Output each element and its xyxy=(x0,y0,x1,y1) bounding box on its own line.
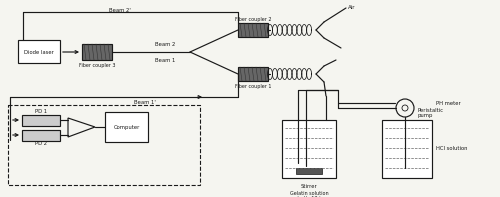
Text: Air: Air xyxy=(348,5,356,9)
Text: Stirrer: Stirrer xyxy=(300,183,318,189)
Bar xyxy=(22,129,60,140)
Bar xyxy=(238,23,268,37)
Text: Gelatin solution
( pH=12 ): Gelatin solution ( pH=12 ) xyxy=(290,191,329,197)
Text: Diode laser: Diode laser xyxy=(24,49,54,55)
Text: PH meter: PH meter xyxy=(436,100,461,106)
Text: Computer: Computer xyxy=(114,125,140,129)
Bar xyxy=(82,44,112,60)
Text: PD 2: PD 2 xyxy=(35,141,47,146)
Bar xyxy=(18,40,60,63)
Text: Beam 2: Beam 2 xyxy=(155,42,175,46)
Bar xyxy=(238,67,268,81)
Bar xyxy=(8,105,200,185)
Text: PD 1: PD 1 xyxy=(35,109,47,114)
Bar xyxy=(105,112,148,142)
Text: Beam 2': Beam 2' xyxy=(109,7,131,12)
Bar xyxy=(296,168,322,174)
Text: Beam 1': Beam 1' xyxy=(134,99,156,104)
Text: Fiber coupler 1: Fiber coupler 1 xyxy=(235,84,271,88)
Bar xyxy=(22,114,60,125)
Bar xyxy=(382,120,432,178)
Text: Fiber coupler 2: Fiber coupler 2 xyxy=(235,17,271,21)
Text: Beam 1: Beam 1 xyxy=(155,58,175,62)
Text: HCl solution: HCl solution xyxy=(436,147,468,151)
Text: Peristaltic
pump: Peristaltic pump xyxy=(417,108,443,118)
Text: Fiber coupler 3: Fiber coupler 3 xyxy=(79,62,115,68)
Bar xyxy=(282,120,336,178)
